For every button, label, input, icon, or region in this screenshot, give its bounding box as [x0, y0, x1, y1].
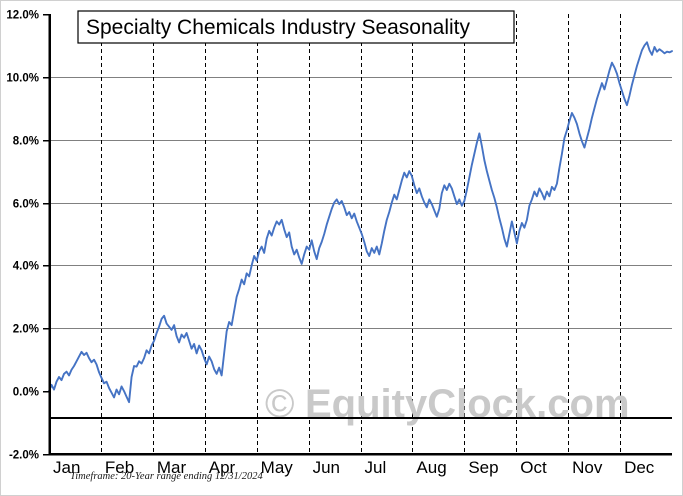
vertical-gridlines: [101, 14, 621, 454]
x-axis-month-label: Oct: [520, 458, 547, 477]
x-axis-month-label: Aug: [416, 458, 446, 477]
y-axis-ticks: [43, 13, 49, 456]
x-axis-month-label: Mar: [157, 458, 187, 477]
y-axis-tick-label: -2.0%: [9, 450, 39, 462]
watermark: © EquityClock.com: [265, 382, 630, 426]
y-axis-tick-label: 4.0%: [13, 261, 39, 273]
y-axis-tick-label: 0.0%: [13, 387, 39, 399]
seasonality-line-series: [48, 41, 673, 404]
x-axis-tick-labels: Jan Feb Mar Apr May Jun Jul Aug Sep Oct Nov Dec: [53, 458, 655, 477]
y-axis-tick-label: 6.0%: [13, 199, 39, 211]
chart-title-box: Specialty Chemicals Industry Seasonality: [77, 10, 515, 44]
x-axis-month-label: Feb: [105, 458, 134, 477]
title-box-frame: [77, 10, 515, 44]
y-axis-tick-label: 12.0%: [6, 10, 39, 22]
y-axis-tick-label: 10.0%: [6, 73, 39, 85]
watermark-label: EquityClock.com: [305, 382, 630, 426]
x-axis-month-label: Nov: [572, 458, 603, 477]
y-axis-tick-labels: 12.0% 10.0% 8.0% 6.0% 4.0% 2.0% 0.0% -2.0%: [6, 10, 39, 462]
x-axis-month-label: Dec: [624, 458, 655, 477]
x-axis-month-label: Apr: [209, 458, 236, 477]
y-axis-tick-label: 8.0%: [13, 136, 39, 148]
x-axis-month-label: May: [261, 458, 294, 477]
x-axis-month-label: Jun: [313, 458, 340, 477]
page-title: Specialty Chemicals Industry Seasonality: [86, 16, 471, 39]
x-axis-month-label: Jul: [365, 458, 387, 477]
timeframe-note: Timeframe: 20-Year range ending 12/31/20…: [70, 471, 263, 482]
x-axis-month-label: Sep: [468, 458, 498, 477]
y-axis-tick-label: 2.0%: [13, 324, 39, 336]
x-axis-month-label: Jan: [53, 458, 80, 477]
watermark-copyright-icon: ©: [265, 382, 294, 426]
